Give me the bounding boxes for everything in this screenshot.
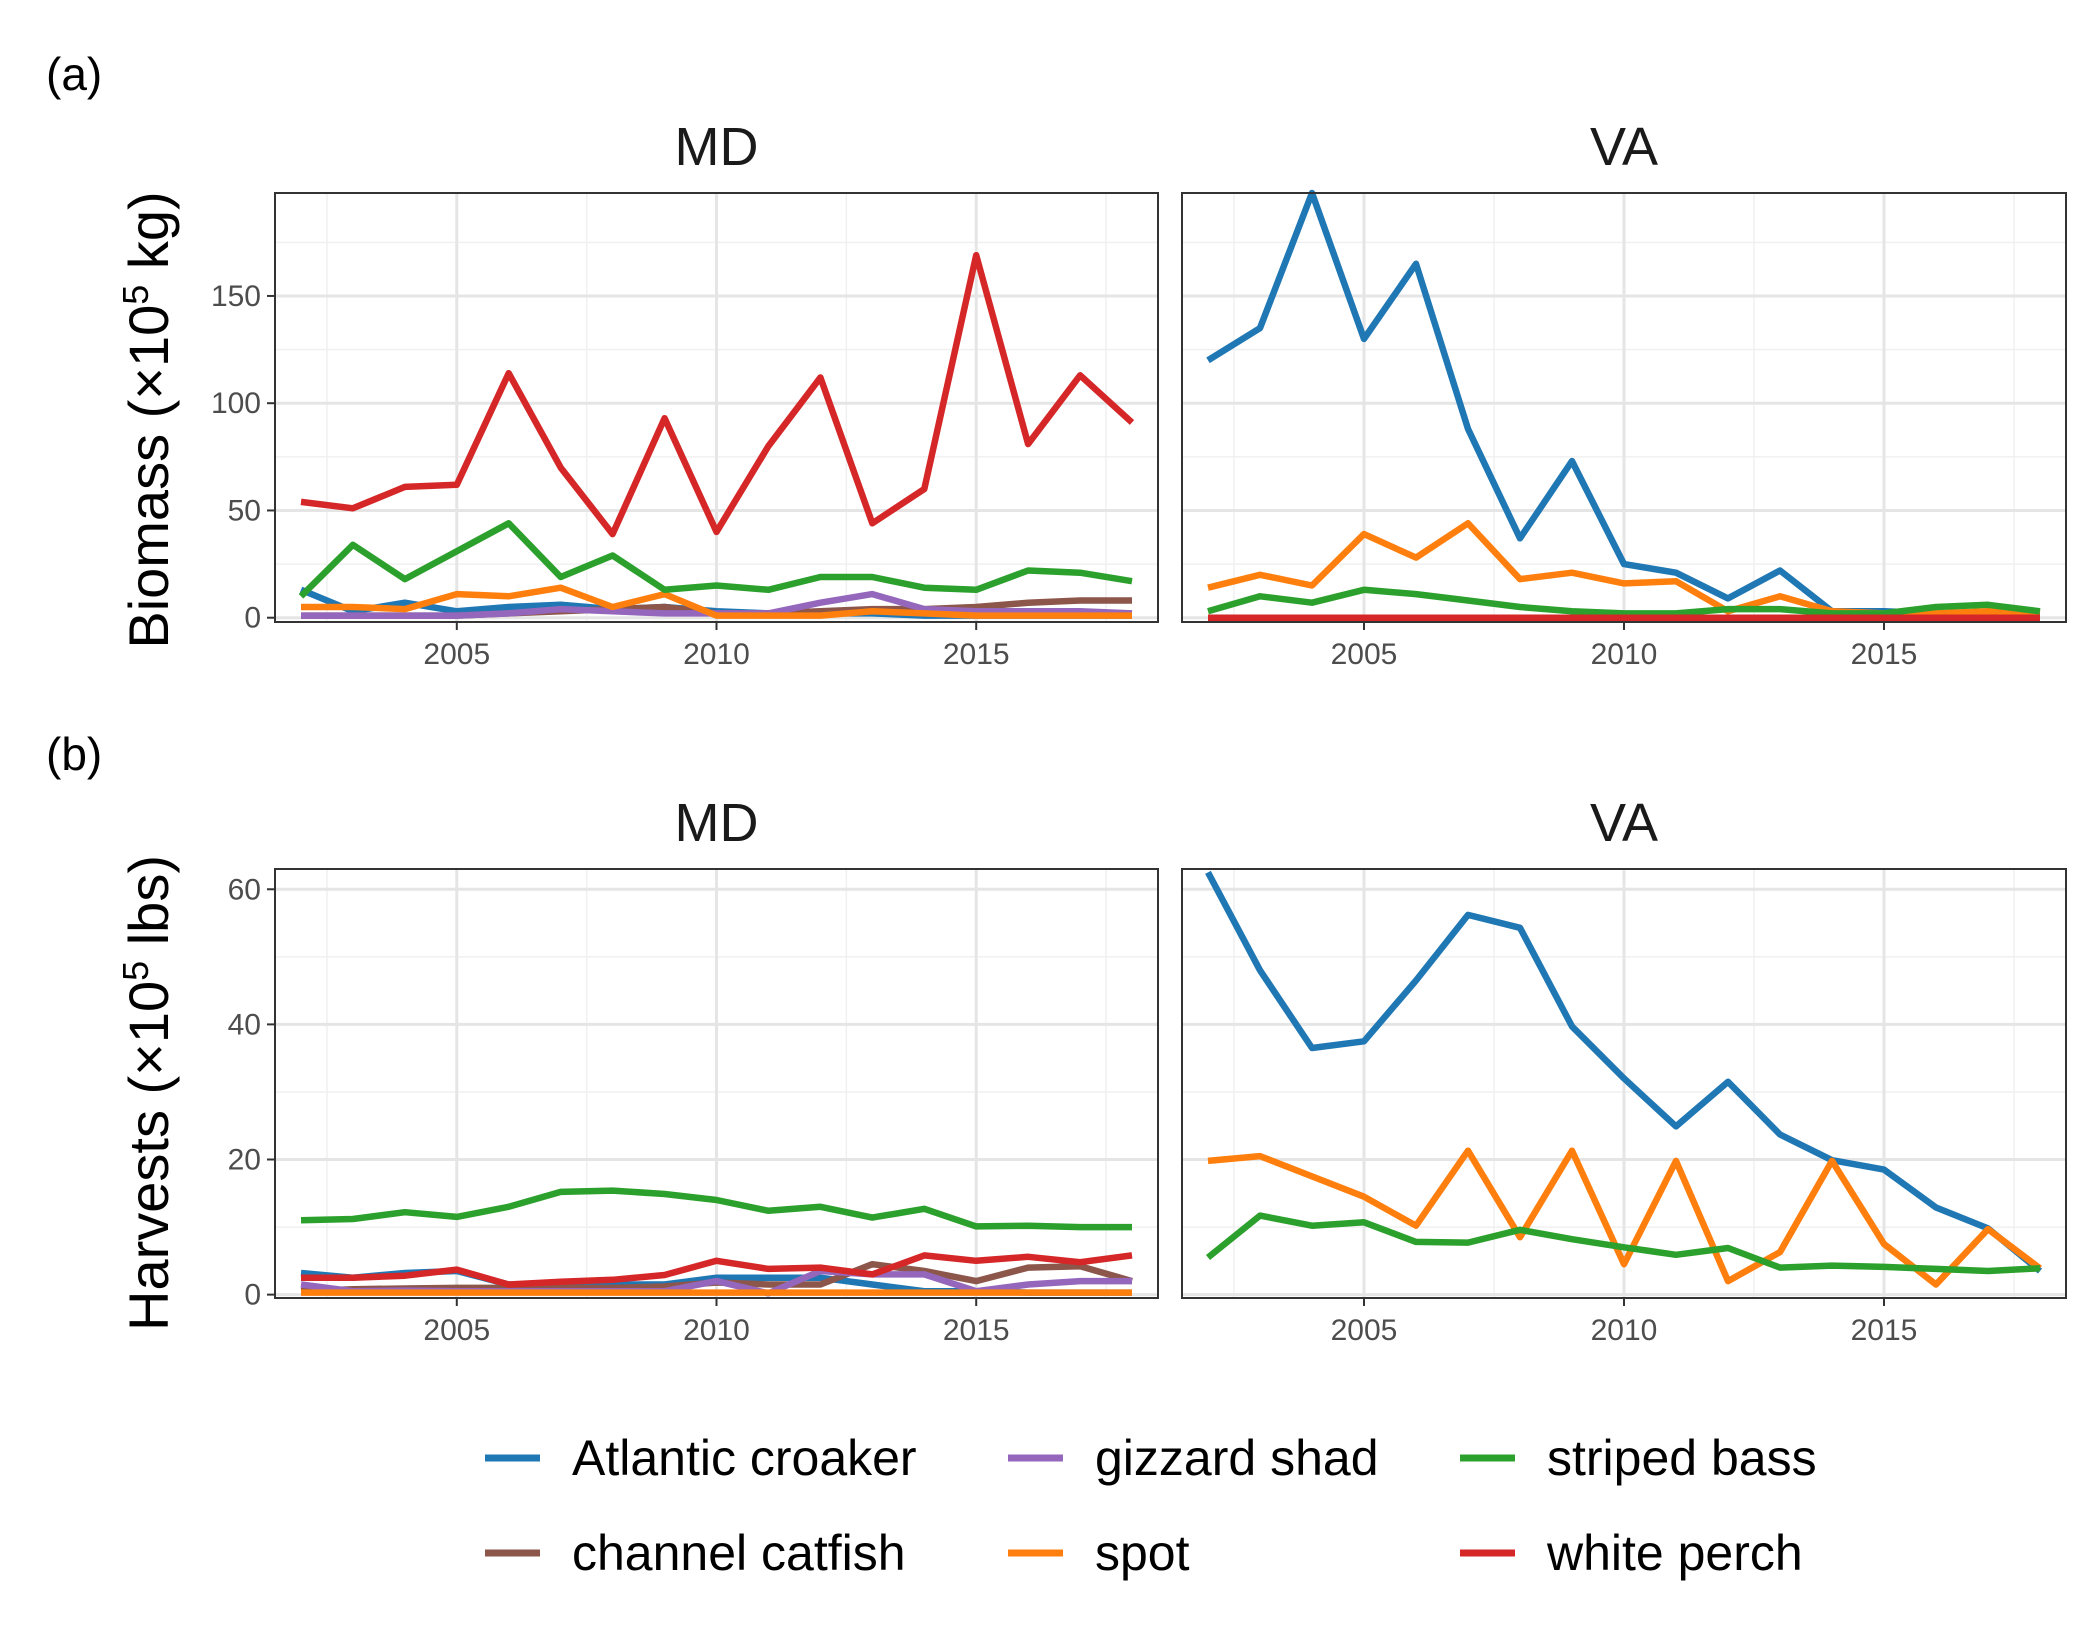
x-tick-label: 2010 bbox=[683, 1314, 750, 1347]
x-tick-label: 2005 bbox=[423, 1314, 490, 1347]
facet-title: VA bbox=[1590, 117, 1658, 177]
y-tick-label: 100 bbox=[211, 387, 261, 420]
facet-title: VA bbox=[1590, 793, 1658, 853]
y-tick-label: 0 bbox=[244, 1279, 261, 1312]
panel-tag-b: (b) bbox=[46, 728, 102, 780]
series-line-atlantic-croaker bbox=[1205, 870, 2043, 1274]
legend: Atlantic croaker gizzard shad striped ba… bbox=[485, 1430, 1817, 1581]
legend-item-spot: spot bbox=[1008, 1525, 1190, 1581]
legend-label-channel-catfish: channel catfish bbox=[572, 1525, 906, 1581]
panel-border bbox=[274, 868, 1159, 1299]
facet-b-md: MD 2005 2010 2015 bbox=[274, 793, 1159, 1347]
legend-label-white-perch: white perch bbox=[1546, 1525, 1803, 1581]
series-line-spot bbox=[1207, 1147, 2042, 1288]
facet-b-va: VA 2005 2010 2015 bbox=[1181, 793, 2067, 1347]
x-tick-label: 2005 bbox=[423, 638, 490, 671]
facet-title: MD bbox=[675, 117, 759, 177]
legend-item-channel-catfish: channel catfish bbox=[485, 1525, 906, 1581]
x-tick-label: 2010 bbox=[1591, 1314, 1658, 1347]
x-tick-label: 2015 bbox=[1851, 1314, 1918, 1347]
facet-a-md: MD 2005 2010 2015 bbox=[274, 117, 1159, 671]
series-line-spot bbox=[301, 584, 1132, 619]
series-line-striped-bass bbox=[298, 520, 1133, 599]
panel-tag-a: (a) bbox=[46, 48, 102, 100]
legend-item-striped-bass: striped bass bbox=[1460, 1430, 1817, 1486]
y-tick-label: 50 bbox=[228, 494, 261, 527]
x-tick-label: 2015 bbox=[943, 638, 1010, 671]
facet-a-va: VA 2005 2010 2015 bbox=[1181, 117, 2067, 671]
legend-label-striped-bass: striped bass bbox=[1547, 1430, 1817, 1486]
x-tick-label: 2005 bbox=[1331, 638, 1398, 671]
panel-border bbox=[274, 192, 1159, 623]
legend-item-white-perch: white perch bbox=[1460, 1525, 1803, 1581]
series-line-striped-bass bbox=[300, 1187, 1132, 1231]
x-tick-label: 2015 bbox=[943, 1314, 1010, 1347]
y-tick-label: 0 bbox=[244, 602, 261, 635]
plot-area: 0 50 100 150 MD 2005 2010 2015 VA 2005 2010 2015 0 20… bbox=[211, 117, 2067, 1347]
legend-item-gizzard-shad: gizzard shad bbox=[1008, 1430, 1379, 1486]
x-tick-label: 2015 bbox=[1851, 638, 1918, 671]
legend-item-atlantic-croaker: Atlantic croaker bbox=[485, 1430, 917, 1486]
y-tick-label: 20 bbox=[228, 1144, 261, 1177]
y-tick-label: 60 bbox=[228, 873, 261, 906]
y-axis-title-harvests: Harvests (×105 lbs) bbox=[115, 855, 181, 1331]
series-line-white-perch bbox=[300, 251, 1135, 538]
x-tick-label: 2005 bbox=[1331, 1314, 1398, 1347]
facet-title: MD bbox=[675, 793, 759, 853]
panel-border bbox=[1181, 192, 2067, 623]
legend-label-spot: spot bbox=[1095, 1525, 1190, 1581]
series-line-white-perch bbox=[301, 1252, 1133, 1288]
x-tick-label: 2010 bbox=[683, 638, 750, 671]
y-tick-label: 150 bbox=[211, 280, 261, 313]
y-axis-title-biomass: Biomass (×105 kg) bbox=[115, 191, 181, 648]
y-tick-label: 40 bbox=[228, 1008, 261, 1041]
panel-border bbox=[1181, 868, 2067, 1299]
x-tick-label: 2010 bbox=[1591, 638, 1658, 671]
series-line-striped-bass bbox=[1207, 586, 2041, 617]
legend-label-gizzard-shad: gizzard shad bbox=[1095, 1430, 1379, 1486]
legend-label-atlantic-croaker: Atlantic croaker bbox=[572, 1430, 917, 1486]
series-line-striped-bass bbox=[1205, 1212, 2041, 1275]
